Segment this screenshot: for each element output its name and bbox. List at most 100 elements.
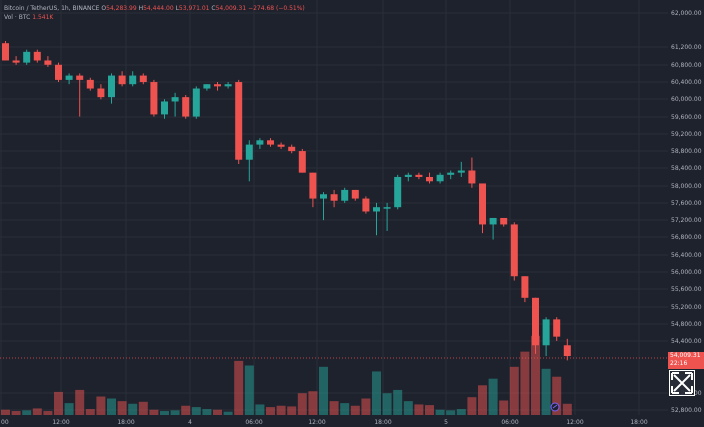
volume-bar xyxy=(403,401,413,415)
candle-body xyxy=(373,207,380,212)
volume-bar xyxy=(117,401,127,415)
low-value: 53,971.01 xyxy=(178,5,210,12)
chart-legend: Bitcoin / TetherUS, 1h, BINANCE O54,283.… xyxy=(4,4,305,22)
candle-body xyxy=(383,207,391,209)
time-tick-label: 12:00 xyxy=(52,419,69,426)
candle-body xyxy=(532,297,539,346)
grid-lines xyxy=(0,0,668,415)
volume-bar xyxy=(319,366,328,415)
volume-label[interactable]: Vol · BTC xyxy=(4,14,31,21)
candle-body xyxy=(468,170,476,184)
candle-body xyxy=(298,151,306,173)
candle-body xyxy=(510,224,518,277)
time-tick-label: 5 xyxy=(444,419,448,426)
volume-bar xyxy=(170,410,180,415)
price-tick-label: 55,200.00 xyxy=(671,304,702,311)
fullscreen-icon[interactable] xyxy=(669,370,695,396)
volume-bar xyxy=(552,376,562,415)
volume-bar xyxy=(350,405,360,415)
volume-bar xyxy=(435,409,445,415)
volume-bar xyxy=(213,409,222,415)
candle-body xyxy=(12,60,20,63)
candle-body xyxy=(563,345,571,357)
time-tick-label: 00 xyxy=(1,419,9,426)
candle-body xyxy=(55,64,62,80)
candle-body xyxy=(245,144,253,160)
price-tick-label: 58,800.00 xyxy=(671,148,702,155)
fullscreen-glyph-icon xyxy=(671,372,693,394)
volume-bar xyxy=(54,391,63,415)
time-axis[interactable]: 00 12:00 18:00 4 06:00 12:00 18:00 5 06:00 12:00 1… xyxy=(1,419,648,426)
price-tick-label: 55,600.00 xyxy=(671,286,702,293)
candle-body xyxy=(500,217,508,225)
time-tick-label: 18:00 xyxy=(117,419,134,426)
volume-bar xyxy=(85,409,95,415)
volume-bar xyxy=(22,410,32,415)
volume-bar xyxy=(234,360,244,415)
candle-body xyxy=(97,88,105,98)
candle-body xyxy=(521,276,529,298)
volume-bar xyxy=(138,401,148,415)
candle-body xyxy=(150,82,158,115)
replay-marker-icon[interactable] xyxy=(550,402,560,412)
open-label: O xyxy=(101,5,107,12)
volume-bar xyxy=(276,405,286,415)
volume-bar xyxy=(340,403,350,415)
candle-body xyxy=(235,82,243,160)
price-tick-label: 56,400.00 xyxy=(671,252,702,259)
candle-body xyxy=(256,140,264,145)
candle-body xyxy=(320,194,327,199)
candle-body xyxy=(108,75,115,98)
volume-bar xyxy=(181,405,191,415)
candle-body xyxy=(203,84,211,89)
candle-body xyxy=(351,189,359,199)
symbol-title[interactable]: Bitcoin / TetherUS, 1h, BINANCE xyxy=(4,5,100,12)
candle-body xyxy=(161,101,168,115)
volume-bar xyxy=(266,407,275,415)
price-tick-label: 54,800.00 xyxy=(671,321,702,328)
high-label: H xyxy=(138,5,144,12)
time-tick-label: 18:00 xyxy=(374,419,391,426)
volume-bar xyxy=(382,393,392,415)
volume-bar xyxy=(361,398,371,415)
price-tick-label: 56,800.00 xyxy=(671,234,702,241)
volume-bars xyxy=(1,335,572,415)
candle-body xyxy=(288,146,296,152)
candle-body xyxy=(171,97,179,102)
volume-bar xyxy=(531,335,540,415)
candle-body xyxy=(182,97,190,117)
price-tick-label: 56,000.00 xyxy=(671,269,702,276)
candle-body xyxy=(2,43,9,61)
low-label: L xyxy=(175,5,179,12)
volume-bar xyxy=(446,410,456,415)
volume-bar xyxy=(64,403,74,415)
price-tick-label: 62,000.00 xyxy=(671,10,702,17)
volume-bar xyxy=(488,378,498,415)
high-value: 54,444.00 xyxy=(143,5,174,12)
volume-bar xyxy=(96,396,106,415)
candle-body xyxy=(65,75,73,80)
time-tick-label: 4 xyxy=(188,419,192,426)
volume-bar xyxy=(393,389,403,415)
candle-body xyxy=(426,176,433,182)
volume-bar xyxy=(478,385,487,415)
candle-body xyxy=(436,174,444,182)
volume-bar xyxy=(509,366,519,415)
price-tick-label: 58,400.00 xyxy=(671,165,702,172)
close-label: C xyxy=(211,5,216,12)
candle-body xyxy=(76,75,84,80)
volume-bar xyxy=(149,409,159,415)
volume-bar xyxy=(107,398,116,415)
candle-body xyxy=(309,172,317,199)
price-tick-label: 60,400.00 xyxy=(671,79,702,86)
volume-bar xyxy=(467,397,477,415)
volume-bar xyxy=(541,368,551,415)
time-tick-label: 06:00 xyxy=(245,419,262,426)
price-tick-label: 61,200.00 xyxy=(671,44,702,51)
candle-body xyxy=(330,194,338,201)
volume-bar xyxy=(43,411,53,415)
volume-bar xyxy=(329,401,339,415)
time-tick-label: 18:00 xyxy=(630,419,647,426)
